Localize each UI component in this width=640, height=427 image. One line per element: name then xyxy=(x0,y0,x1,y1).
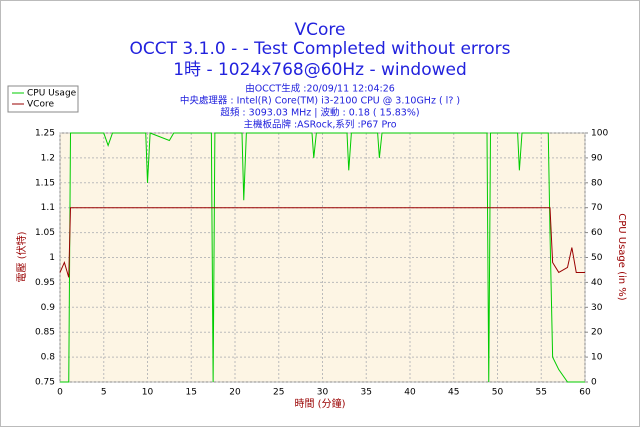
y2-tick-label: 80 xyxy=(591,178,603,188)
y-tick-label: 1.15 xyxy=(35,178,55,188)
y2-tick-label: 70 xyxy=(591,203,603,213)
legend-box xyxy=(7,85,79,113)
info: 由OCCT生成 :20/09/11 12:04:26 xyxy=(245,83,395,95)
y-tick-label: 1.1 xyxy=(41,203,55,213)
x-tick-label: 45 xyxy=(448,388,459,398)
y2-tick-label: 90 xyxy=(591,153,603,163)
series-line xyxy=(59,207,585,278)
y2-axis-label: CPU Usage (in %) xyxy=(616,213,627,301)
y2-tick-label: 40 xyxy=(591,278,603,288)
y2-tick-label: 10 xyxy=(591,353,603,363)
y2-tick-label: 0 xyxy=(591,378,597,388)
info: 主機板品牌 :ASRock,系列 :P67 Pro xyxy=(243,119,396,131)
series-line xyxy=(60,132,585,383)
y-tick-label: 1.05 xyxy=(35,228,55,238)
legend-label: VCore xyxy=(27,100,54,110)
y2-tick-label: 60 xyxy=(591,228,603,238)
y-tick-label: 1.25 xyxy=(35,129,55,139)
y-tick-label: 0.75 xyxy=(35,378,55,388)
subtitle: OCCT 3.1.0 - - Test Completed without er… xyxy=(130,39,511,59)
x-tick-label: 55 xyxy=(536,388,547,398)
x-tick-label: 40 xyxy=(404,388,416,398)
y2-tick-label: 100 xyxy=(591,129,608,139)
x-tick-label: 60 xyxy=(579,388,591,398)
info: 中央處理器 : Intel(R) Core(TM) i3-2100 CPU @ … xyxy=(180,95,460,107)
x-tick-label: 15 xyxy=(186,388,197,398)
x-tick-label: 50 xyxy=(492,388,504,398)
y-tick-label: 0.85 xyxy=(35,328,55,338)
x-tick-label: 5 xyxy=(101,388,107,398)
x-axis-label: 時間 (分鐘) xyxy=(295,397,346,410)
y-axis-label: 電壓 (伏特) xyxy=(15,231,28,282)
y-tick-label: 1 xyxy=(49,253,55,263)
y2-tick-label: 50 xyxy=(591,253,603,263)
y-tick-label: 0.9 xyxy=(41,303,56,313)
x-tick-label: 25 xyxy=(273,388,284,398)
subtitle: 1時 - 1024x768@60Hz - windowed xyxy=(173,60,467,80)
x-tick-label: 20 xyxy=(229,388,241,398)
y-tick-label: 1.2 xyxy=(41,153,55,163)
y2-tick-label: 30 xyxy=(591,303,603,313)
y2-tick-label: 20 xyxy=(591,328,603,338)
legend-label: CPU Usage xyxy=(27,89,77,99)
y-tick-label: 0.8 xyxy=(41,353,56,363)
x-tick-label: 35 xyxy=(361,388,372,398)
x-tick-label: 10 xyxy=(142,388,154,398)
y-tick-label: 0.95 xyxy=(35,278,55,288)
x-tick-label: 30 xyxy=(317,388,329,398)
info: 超頻 : 3093.03 MHz | 波動 : 0.18 ( 15.83%) xyxy=(220,107,419,119)
chart-title: VCore xyxy=(295,20,346,40)
x-tick-label: 0 xyxy=(57,388,63,398)
